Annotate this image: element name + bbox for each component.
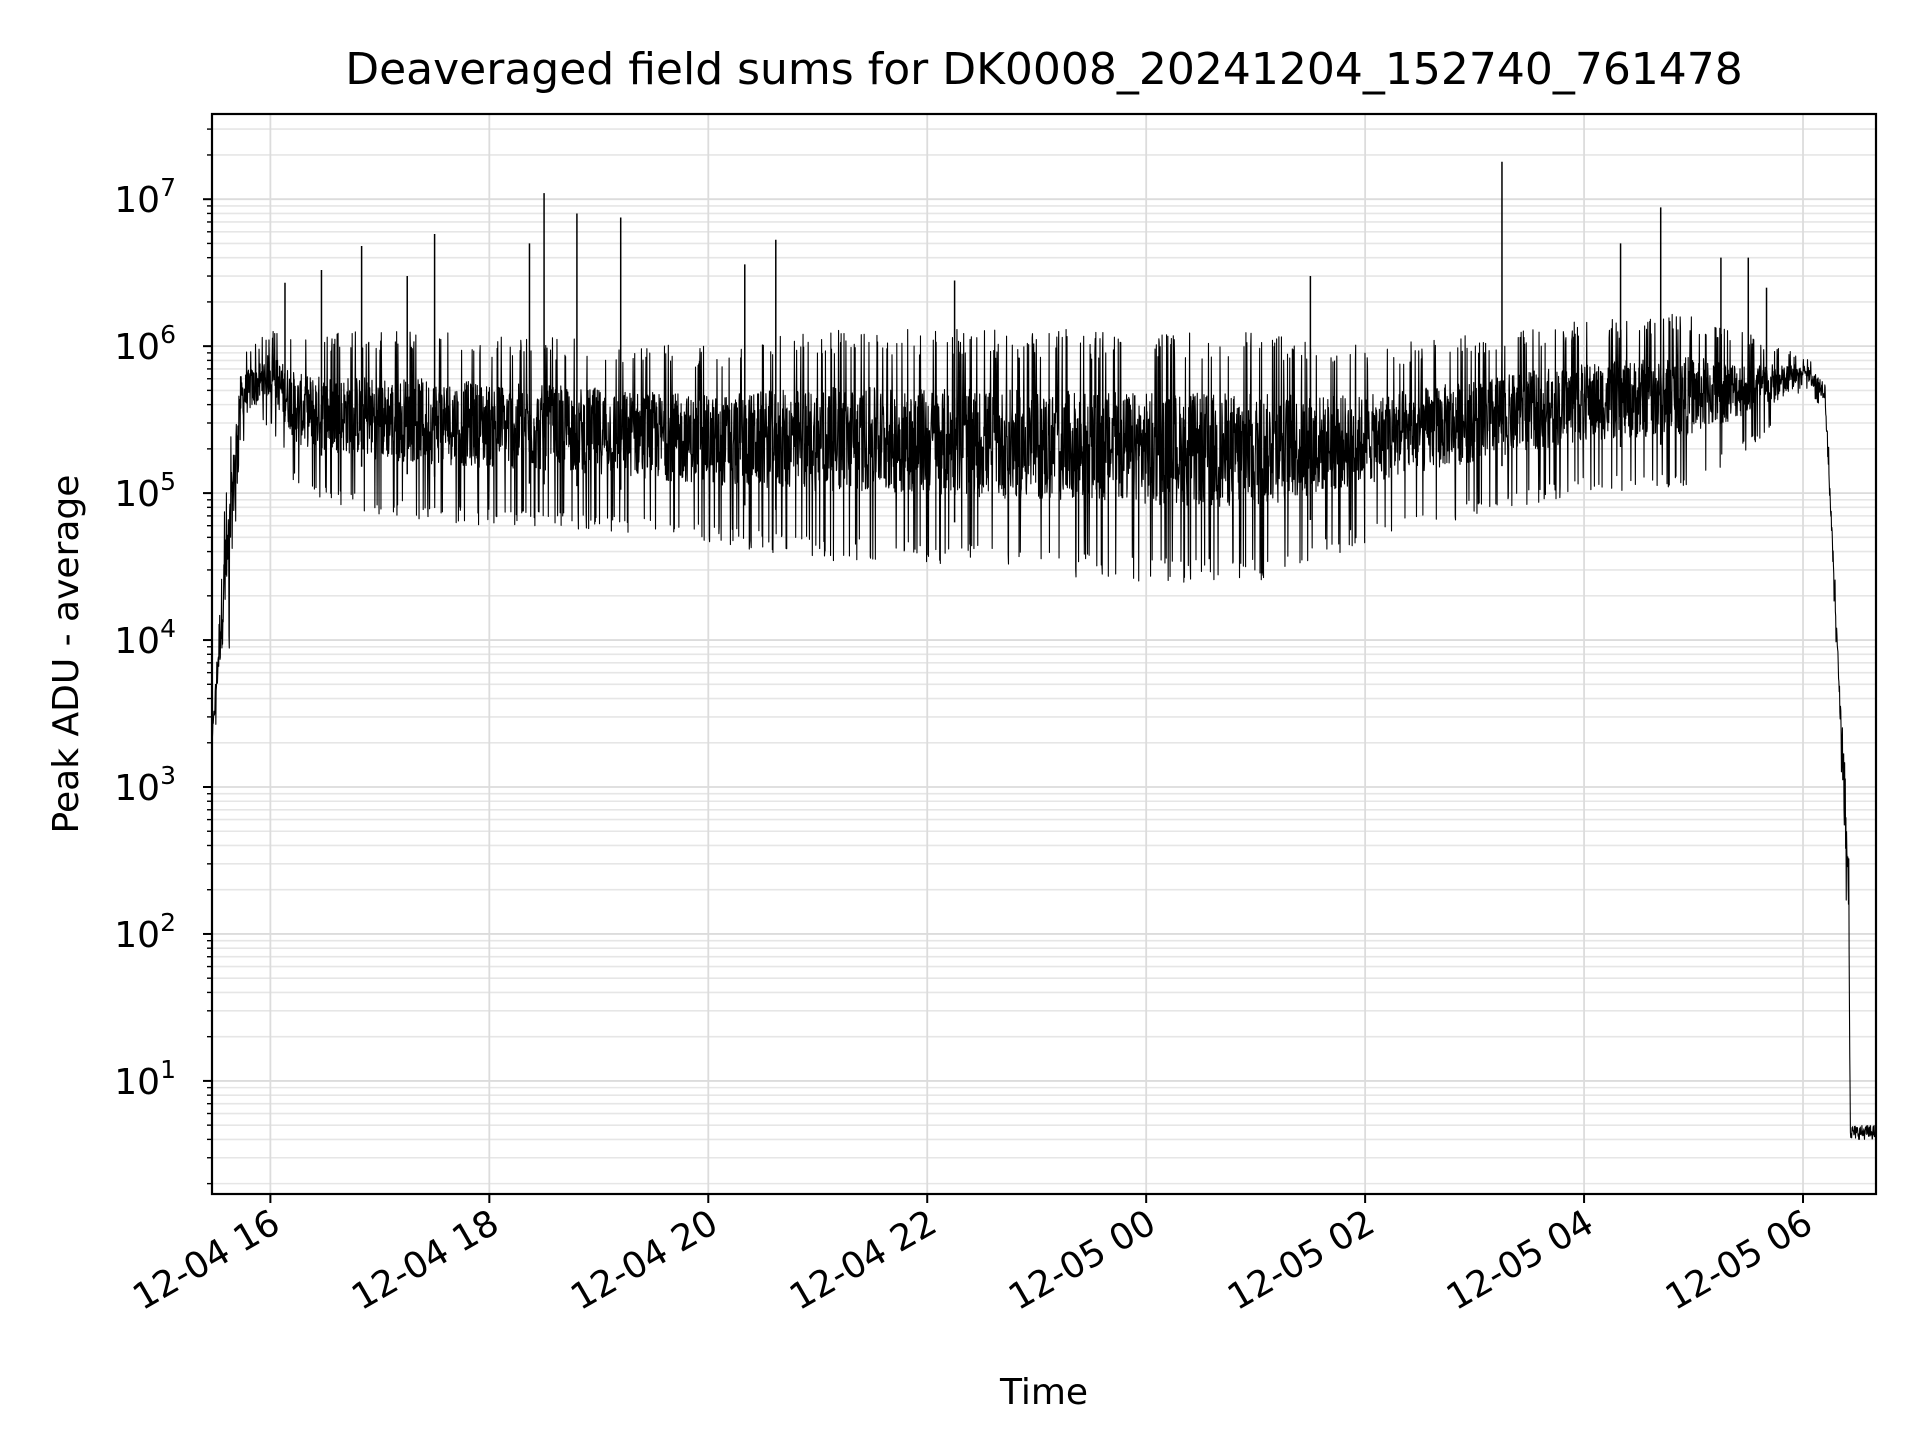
x-tick-label: 12-04 18 — [345, 1202, 506, 1318]
y-tick-label: 106 — [114, 320, 176, 368]
x-axis-label: Time — [999, 1372, 1088, 1413]
x-tick-label: 12-04 16 — [126, 1202, 287, 1318]
y-tick-label-exponent: 1 — [160, 1055, 176, 1084]
y-tick-label: 103 — [114, 761, 176, 809]
x-tick-label: 12-05 00 — [1002, 1202, 1163, 1318]
y-tick-label: 105 — [114, 467, 176, 515]
x-tick-label: 12-04 20 — [564, 1202, 725, 1318]
y-axis-label: Peak ADU - average — [46, 475, 87, 834]
y-tick-label-base: 10 — [114, 915, 160, 956]
y-tick-label-exponent: 7 — [160, 173, 176, 202]
y-tick-label-exponent: 6 — [160, 320, 176, 349]
y-tick-label-base: 10 — [114, 1062, 160, 1103]
y-tick-label-exponent: 2 — [160, 908, 176, 937]
y-tick-label-exponent: 5 — [160, 467, 176, 496]
x-axis: 12-04 16 12-04 18 12-04 20 12-04 22 12-05 00… — [126, 1194, 1820, 1319]
y-tick-label-base: 10 — [114, 474, 160, 515]
y-tick-label: 102 — [114, 908, 176, 956]
series-line — [211, 161, 1877, 1140]
x-tick-label: 12-04 22 — [783, 1202, 944, 1318]
x-tick-label: 12-05 06 — [1659, 1202, 1820, 1318]
y-tick-label-base: 10 — [114, 327, 160, 368]
grid — [212, 114, 1876, 1194]
y-tick-label-base: 10 — [114, 180, 160, 221]
y-tick-label: 107 — [114, 173, 176, 221]
y-tick-label: 101 — [114, 1055, 176, 1103]
y-tick-label-exponent: 3 — [160, 761, 176, 790]
y-tick-label-base: 10 — [114, 768, 160, 809]
chart-title: Deaveraged field sums for DK0008_2024120… — [345, 44, 1743, 95]
x-tick-label: 12-05 02 — [1221, 1202, 1382, 1318]
x-tick-label: 12-05 04 — [1440, 1202, 1601, 1318]
y-tick-label-base: 10 — [114, 621, 160, 662]
y-tick-label-exponent: 4 — [160, 614, 176, 643]
y-tick-label: 104 — [114, 614, 176, 662]
series-path — [211, 313, 1877, 1140]
